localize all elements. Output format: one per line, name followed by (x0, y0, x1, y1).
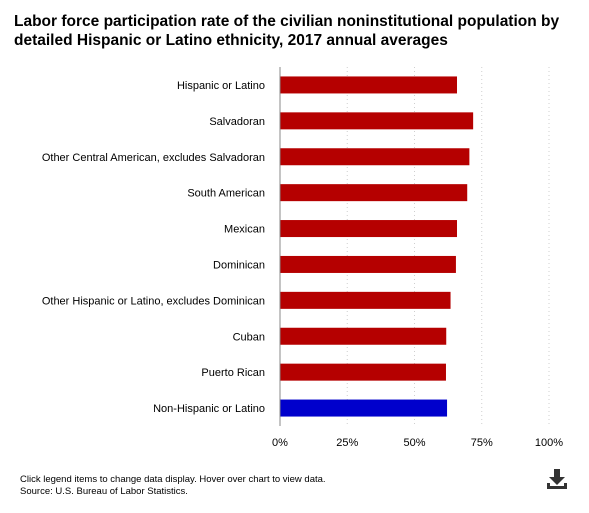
bar[interactable] (280, 148, 470, 166)
category-label: Puerto Rican (201, 367, 265, 379)
category-label: Other Hispanic or Latino, excludes Domin… (42, 295, 265, 307)
x-tick-label: 100% (535, 437, 563, 449)
bar[interactable] (280, 220, 458, 238)
bar[interactable] (280, 291, 451, 309)
download-icon[interactable] (546, 467, 568, 491)
category-label: Other Central American, excludes Salvado… (42, 152, 265, 164)
bar[interactable] (280, 112, 474, 130)
bar-chart[interactable]: Hispanic or Latino Salvadoran Other Centra… (0, 0, 589, 460)
footer-instructions: Click legend items to change data displa… (20, 474, 326, 485)
category-label: Dominican (213, 259, 265, 271)
category-label: South American (187, 188, 265, 200)
x-axis-ticks: 0% 25% 50% 75% 100% (272, 437, 563, 449)
bar[interactable] (280, 184, 468, 202)
x-tick-label: 75% (471, 437, 493, 449)
chart-footer: Click legend items to change data displa… (20, 474, 326, 498)
x-tick-label: 0% (272, 437, 288, 449)
bar[interactable] (280, 327, 447, 345)
x-tick-label: 50% (403, 437, 425, 449)
chart-title: Labor force participation rate of the ci… (14, 13, 560, 49)
bar[interactable] (280, 399, 448, 417)
category-label: Hispanic or Latino (177, 80, 265, 92)
x-tick-label: 25% (336, 437, 358, 449)
bars (280, 76, 474, 417)
bar[interactable] (280, 363, 446, 381)
bar[interactable] (280, 76, 458, 94)
category-labels: Hispanic or Latino Salvadoran Other Centra… (42, 80, 265, 415)
category-label: Salvadoran (209, 116, 265, 128)
category-label: Non-Hispanic or Latino (153, 403, 265, 415)
footer-source: Source: U.S. Bureau of Labor Statistics. (20, 486, 188, 497)
category-label: Mexican (224, 224, 265, 236)
category-label: Cuban (233, 331, 265, 343)
bar[interactable] (280, 255, 456, 273)
